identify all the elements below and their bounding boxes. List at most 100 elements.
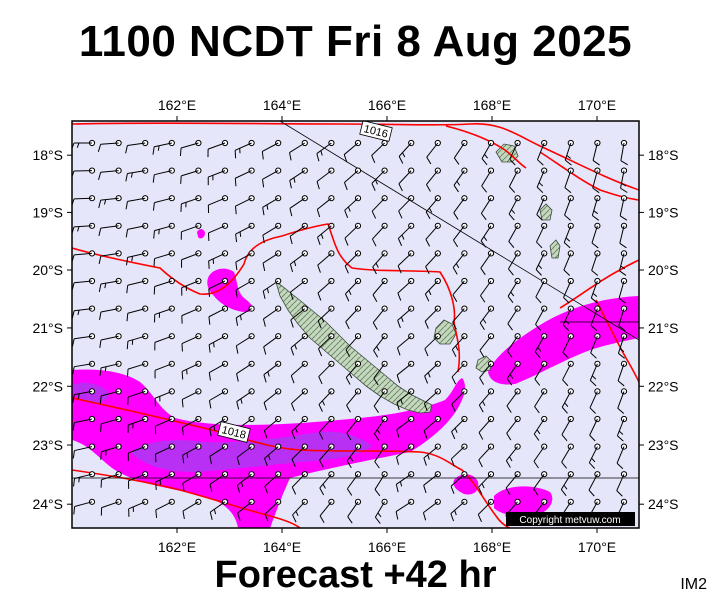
- barb-shaft: [478, 418, 492, 433]
- barb-feather: [480, 267, 486, 276]
- barb-shaft: [208, 308, 226, 318]
- barb-shaft: [618, 308, 625, 326]
- lon-label-bottom: 162°E: [158, 539, 196, 555]
- lat-label-left: 18°S: [32, 147, 63, 163]
- barb-half-feather: [266, 204, 269, 210]
- barb-feather: [509, 186, 516, 193]
- barb-feather: [291, 486, 297, 495]
- wind-barb: [590, 277, 601, 304]
- barb-half-feather: [295, 511, 299, 517]
- wind-barb: [291, 388, 308, 412]
- barb-feather: [125, 201, 128, 210]
- barb-half-feather: [78, 477, 80, 483]
- barb-shaft: [236, 390, 252, 402]
- wind-barb: [508, 222, 521, 248]
- wind-barb: [154, 360, 175, 379]
- wind-barb: [373, 360, 388, 386]
- barb-feather: [372, 294, 378, 302]
- barb-shaft: [617, 336, 625, 354]
- barb-feather: [152, 174, 155, 183]
- barb-shaft: [509, 142, 519, 160]
- wind-barb: [451, 360, 468, 385]
- barb-station: [221, 222, 229, 229]
- wind-barb: [480, 222, 495, 248]
- barb-shaft: [182, 446, 199, 456]
- barb-shaft: [589, 363, 598, 381]
- barb-shaft: [128, 446, 146, 454]
- barb-shaft: [101, 446, 119, 453]
- wind-barb: [563, 250, 574, 276]
- barb-shaft: [508, 170, 519, 187]
- barb-feather: [396, 456, 400, 465]
- wind-barb: [564, 195, 574, 221]
- wind-barb: [234, 167, 255, 187]
- barb-half-feather: [321, 400, 326, 406]
- barb-half-feather: [399, 481, 403, 487]
- wind-barb: [208, 250, 229, 269]
- barb-feather: [346, 488, 353, 496]
- barb-shaft: [317, 280, 332, 294]
- barb-shaft: [319, 473, 332, 489]
- wind-barb: [155, 498, 175, 518]
- barb-half-feather: [320, 150, 323, 156]
- wind-barb: [207, 222, 229, 241]
- barb-feather: [374, 489, 381, 497]
- wind-barb: [561, 415, 574, 442]
- wind-barb: [616, 415, 628, 442]
- barb-half-feather: [186, 452, 189, 458]
- lat-label-right: 22°S: [648, 378, 679, 394]
- wind-barb: [590, 305, 601, 332]
- barb-feather: [453, 212, 459, 220]
- barb-feather: [397, 265, 402, 274]
- wind-barb: [535, 305, 548, 331]
- wind-barb: [589, 388, 601, 414]
- barb-half-feather: [77, 226, 80, 232]
- barb-half-feather: [377, 512, 382, 518]
- wind-barb: [450, 498, 468, 522]
- wind-barb: [619, 195, 628, 221]
- barb-feather: [537, 159, 544, 166]
- barb-feather: [99, 339, 102, 348]
- barb-shaft: [562, 363, 572, 381]
- barb-shaft: [535, 280, 545, 298]
- land-masses: [275, 143, 561, 414]
- barb-shaft: [101, 473, 119, 481]
- barb-half-feather: [484, 153, 489, 159]
- wind-barb: [425, 195, 441, 220]
- barb-feather: [208, 260, 210, 269]
- wind-barb: [505, 443, 521, 468]
- barb-feather: [371, 155, 376, 164]
- barb-station: [567, 277, 574, 285]
- barb-feather: [208, 372, 211, 381]
- wind-barb: [235, 305, 255, 326]
- isobar-north-3: [72, 223, 461, 373]
- wind-barb: [563, 277, 574, 304]
- barb-shaft: [481, 170, 492, 187]
- barb-shaft: [374, 418, 386, 435]
- barb-half-feather: [482, 318, 487, 324]
- barb-shaft: [209, 501, 226, 513]
- barb-feather: [450, 486, 455, 494]
- wind-barb: [480, 195, 495, 221]
- wind-barb: [318, 415, 335, 440]
- barb-feather: [396, 429, 400, 438]
- barb-feather: [343, 182, 348, 191]
- barb-feather: [290, 291, 294, 300]
- wind-barb: [452, 305, 468, 330]
- wind-barb: [344, 195, 362, 218]
- wind-barb: [208, 277, 229, 297]
- wind-barb: [374, 471, 388, 497]
- wind-barb: [290, 333, 308, 356]
- barb-shaft: [423, 501, 439, 514]
- barb-station: [541, 415, 548, 423]
- barb-feather: [563, 269, 571, 276]
- barb-feather: [152, 146, 155, 155]
- lon-label-top: 166°E: [368, 97, 406, 113]
- wind-barb: [264, 443, 282, 467]
- wind-barb: [291, 471, 308, 495]
- barb-shaft: [372, 308, 385, 323]
- barb-feather: [505, 487, 511, 496]
- barb-shaft: [508, 197, 519, 215]
- wind-barb: [234, 195, 255, 215]
